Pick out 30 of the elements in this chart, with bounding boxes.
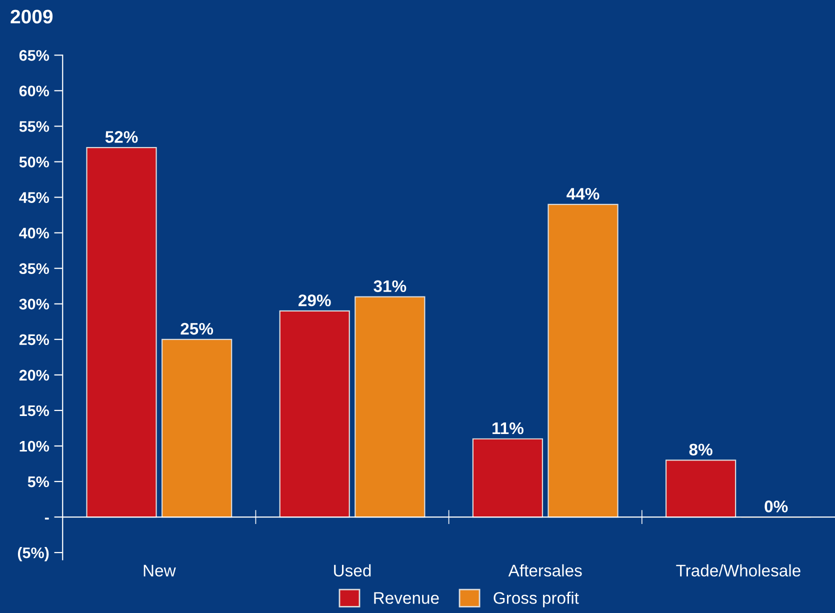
y-tick-label: 50% [19,156,50,168]
data-label: 44% [566,188,600,200]
chart-title: 2009 [10,10,53,24]
y-tick-label: 30% [19,298,50,310]
y-tick-label: 5% [28,476,50,488]
y-tick-label: 35% [19,263,50,274]
data-label: 8% [689,444,712,456]
data-label: 31% [374,280,406,292]
y-tick-label: - [44,518,49,520]
y-tick-label: 55% [19,121,50,132]
x-tick-label: New [144,564,176,576]
y-tick-label: (5%) [18,547,49,562]
data-label: 11% [492,422,524,434]
x-tick-label: Aftersales [508,564,582,576]
y-tick-label: 15% [20,405,50,416]
data-label: 29% [298,294,331,306]
y-tick-label: 20% [19,370,50,381]
data-label: 25% [180,322,214,335]
data-label: 52% [105,131,138,143]
y-tick-label: 40% [19,228,50,238]
legend-label: Gross profit [494,592,579,608]
data-label: 0% [764,500,788,512]
x-tick-label: Used [334,564,371,576]
y-tick-label: 45% [19,192,50,203]
y-tick-label: 10% [20,440,50,452]
x-tick-label: Trade/Wholesale [676,564,800,576]
legend-label: Revenue [374,592,439,604]
y-tick-label: 25% [19,334,50,346]
y-tick-label: 65% [19,50,50,61]
y-tick-label: 60% [19,86,50,96]
